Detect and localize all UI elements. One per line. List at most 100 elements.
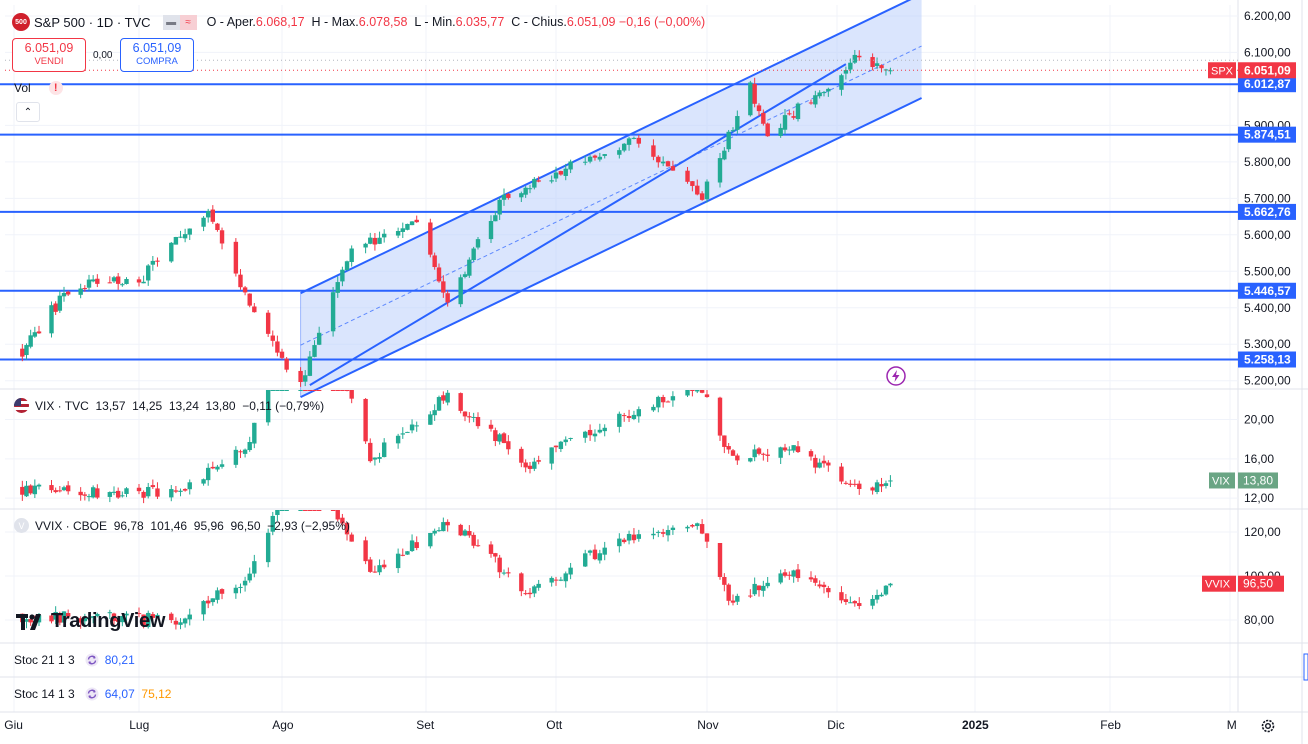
candle-body: [436, 397, 442, 411]
candle-body: [621, 415, 627, 417]
vix-candles[interactable]: [20, 390, 893, 504]
candle-body: [441, 395, 446, 401]
candle-body: [602, 547, 607, 555]
stoch-14-legend[interactable]: Stoc 14 1 3 64,07 75,12: [14, 687, 171, 701]
wave-icon[interactable]: ≈: [179, 14, 197, 30]
vix-symbol[interactable]: VIX · TVC: [35, 398, 89, 413]
level-price-text: 5.446,57: [1244, 284, 1291, 298]
ohlc-values: O - Aper.6.068,17 H - Max.6.078,58 L - M…: [206, 15, 706, 29]
refresh-icon[interactable]: [85, 653, 99, 667]
candle-body: [660, 532, 666, 534]
candle-body: [284, 358, 289, 370]
candle-body: [400, 433, 405, 435]
buy-label: COMPRA: [136, 56, 178, 67]
candle-body: [219, 230, 225, 244]
series-toggle[interactable]: ▬ ≈: [162, 14, 197, 30]
channel-lower-line: [300, 97, 923, 399]
candle-body: [471, 248, 476, 261]
level-price-label: [1238, 203, 1296, 220]
gear-icon[interactable]: [1260, 718, 1276, 734]
candle-body: [497, 434, 502, 442]
candle-body: [756, 585, 762, 591]
sp500-logo-icon: 500: [12, 13, 30, 31]
candle-body: [722, 577, 727, 585]
candle-body: [821, 92, 827, 94]
high-value: 6.078,58: [358, 15, 408, 29]
candle-body: [187, 614, 192, 620]
candle-body: [312, 345, 317, 357]
candle-body: [597, 429, 603, 433]
warning-icon[interactable]: !: [48, 81, 63, 95]
candle-body: [735, 595, 740, 602]
vix-last-price-label: [1238, 472, 1278, 489]
candle-body: [497, 199, 502, 215]
candle-body: [843, 599, 849, 602]
candle-body: [298, 390, 303, 391]
refresh-icon[interactable]: [85, 687, 99, 701]
candle-body: [215, 590, 220, 600]
volume-legend[interactable]: Vol !: [14, 81, 63, 95]
candle-body: [201, 217, 206, 227]
candle-body: [501, 194, 507, 200]
candle-body: [53, 490, 58, 493]
candle-body: [182, 618, 188, 624]
candle-body: [428, 532, 433, 547]
candle-body: [330, 292, 336, 332]
candle-body: [670, 396, 676, 401]
candle-body: [558, 441, 564, 450]
stoch-21-legend[interactable]: Stoc 21 1 3 80,21: [14, 653, 135, 667]
candle-body: [532, 461, 537, 469]
symbol-title[interactable]: S&P 500 · 1D · TVC: [34, 14, 151, 30]
candle-body: [205, 467, 211, 481]
candle-body: [549, 577, 554, 583]
candle-body: [28, 619, 33, 623]
candle-body: [24, 619, 29, 622]
candle-body: [173, 236, 179, 245]
sell-button[interactable]: 6.051,09 VENDI: [12, 38, 86, 72]
candle-body: [90, 616, 96, 618]
candle-body: [467, 531, 472, 536]
candle-body: [722, 435, 727, 447]
candle-body: [813, 578, 818, 583]
candle-body: [265, 390, 271, 423]
candle-body: [428, 414, 433, 425]
spx-candles[interactable]: [20, 49, 893, 387]
buy-button[interactable]: 6.051,09 COMPRA: [120, 38, 194, 72]
candle-body: [795, 569, 801, 579]
candle-body: [690, 181, 695, 186]
candle-body: [219, 589, 225, 594]
candle-body: [445, 521, 450, 526]
candle-body: [870, 57, 875, 67]
x-axis-tick: Set: [416, 718, 435, 732]
candle-body: [523, 593, 528, 595]
candle-body: [748, 595, 753, 597]
candle-body: [553, 445, 559, 448]
candle-body: [587, 550, 593, 553]
lightning-icon[interactable]: [886, 366, 906, 386]
candle-body: [65, 485, 71, 492]
candle-body: [852, 54, 858, 63]
candle-body: [107, 282, 113, 284]
vvix-symbol[interactable]: VVIX · CBOE: [35, 518, 108, 533]
minus-icon[interactable]: ▬: [162, 14, 180, 30]
buy-price: 6.051,09: [132, 41, 182, 55]
candle-body: [49, 305, 54, 334]
chevron-up-icon[interactable]: ⌃: [16, 102, 40, 122]
x-axis-tick: M: [1227, 718, 1237, 732]
candle-body: [536, 180, 541, 182]
candle-body: [527, 188, 533, 190]
candle-body: [722, 150, 727, 160]
candle-body: [787, 113, 792, 115]
candle-body: [445, 392, 450, 403]
candle-body: [527, 465, 533, 469]
candle-body: [458, 393, 463, 411]
candle-body: [488, 424, 494, 429]
stoch-14-k: 64,07: [104, 687, 135, 701]
candle-body: [782, 447, 788, 451]
vix-last-price-text: 13,80: [1243, 473, 1273, 487]
candle-body: [335, 390, 340, 391]
candle-body: [344, 522, 350, 535]
candle-body: [826, 588, 831, 593]
candle-body: [839, 466, 844, 482]
